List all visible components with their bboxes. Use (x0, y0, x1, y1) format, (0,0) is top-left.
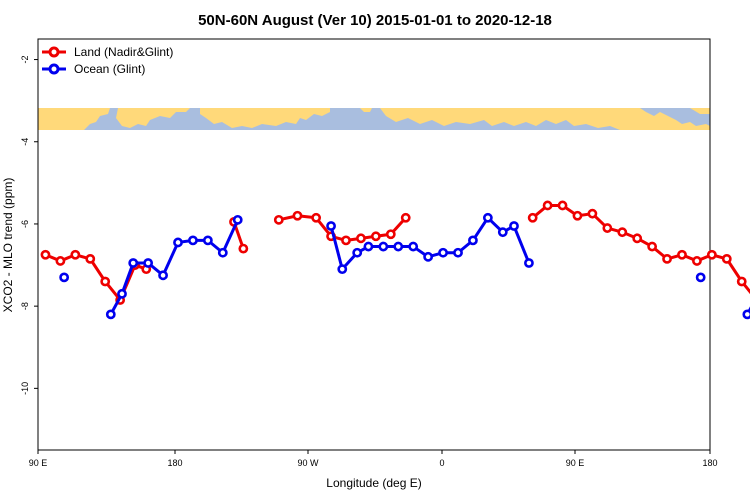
land-series-point (40, 249, 51, 260)
ocean-series-point (482, 212, 493, 223)
ocean-series-point (217, 247, 228, 258)
world-map-strip (38, 108, 710, 130)
land-series-point (542, 200, 553, 211)
land-series-point (55, 256, 66, 266)
ocean-series-line (109, 219, 240, 316)
ocean-series-point (337, 264, 348, 275)
ocean-series-point (143, 258, 154, 268)
land-series-point (617, 227, 628, 238)
y-tick-label: -2 (20, 56, 30, 64)
x-tick-label: 180 (167, 458, 182, 468)
y-axis-label: XCO2 - MLO trend (ppm) (1, 178, 15, 313)
y-axis: -2 -4 -6 -8 -10 (20, 56, 38, 395)
ocean-series-point (363, 241, 374, 252)
ocean-series-point (378, 241, 389, 252)
legend-marker-ocean (48, 63, 60, 75)
land-series-point (100, 276, 111, 287)
legend-item-ocean: Ocean (Glint) (42, 62, 145, 76)
ocean-series-point (468, 235, 478, 246)
map-land-shape (360, 108, 372, 112)
land-series-point (311, 212, 322, 223)
land-series-point (662, 253, 672, 264)
land-series-point (632, 233, 643, 244)
x-tick-label: 90 E (29, 458, 48, 468)
land-series-point (70, 249, 81, 260)
ocean-series-point (524, 258, 534, 268)
legend-label-land: Land (Nadir&Glint) (74, 45, 173, 59)
land-series-point (677, 249, 687, 260)
y-tick-label: -10 (20, 382, 30, 395)
land-series-point (721, 253, 732, 264)
land-series-point (292, 210, 303, 221)
land-series-point (400, 212, 411, 223)
map-land-shape (690, 108, 710, 114)
legend-marker-land (48, 46, 60, 58)
ocean-series-point (326, 221, 336, 231)
ocean-series-point (202, 235, 213, 246)
y-tick-label: -8 (20, 302, 30, 310)
land-series-point (557, 200, 568, 211)
x-tick-label: 90 W (297, 458, 319, 468)
land-series-point (85, 253, 96, 264)
ocean-series-point (352, 247, 363, 258)
x-tick-label: 180 (702, 458, 717, 468)
ocean-series-point (509, 221, 519, 231)
land-series-point (356, 233, 366, 244)
ocean-series-point (188, 235, 198, 246)
land-series-point (341, 235, 351, 246)
ocean-series-point (128, 258, 139, 268)
land-series-point (587, 208, 598, 219)
land-series-point (706, 249, 717, 260)
map-land-shape (116, 108, 190, 128)
ocean-series-point (695, 272, 706, 283)
ocean-series-point (742, 309, 750, 320)
land-series-point (370, 231, 381, 242)
x-axis-label: Longitude (deg E) (326, 476, 421, 490)
land-series-point (647, 241, 658, 252)
y-tick-label: -6 (20, 220, 30, 228)
land-series-point (572, 210, 583, 221)
ocean-series-point (423, 251, 434, 262)
ocean-series-point (158, 270, 168, 281)
y-tick-label: -4 (20, 138, 30, 146)
land-series-point (273, 214, 284, 225)
ocean-series-point (438, 247, 448, 258)
ocean-series-point (497, 227, 508, 238)
land-series-point (527, 212, 538, 223)
ocean-series-point (453, 247, 463, 258)
map-land-shape (380, 108, 710, 130)
chart-title: 50N-60N August (Ver 10) 2015-01-01 to 20… (198, 12, 552, 29)
ocean-series-point (105, 309, 116, 320)
series-layer (40, 200, 750, 320)
ocean-series-point (393, 241, 404, 252)
ocean-series-point (117, 288, 127, 299)
ocean-series-point (173, 237, 183, 248)
legend: Land (Nadir&Glint) Ocean (Glint) (42, 45, 173, 76)
map-strip-land (38, 108, 710, 130)
ocean-series-point (408, 241, 419, 252)
land-series-point (238, 243, 249, 254)
land-series-point (736, 276, 747, 287)
land-series-point (602, 223, 613, 233)
plot-frame (37, 38, 711, 451)
land-series-point (385, 229, 396, 240)
x-axis: 90 E 180 90 W 0 90 E 180 (29, 450, 718, 468)
map-land-shape (38, 108, 110, 130)
x-tick-label: 90 E (566, 458, 585, 468)
x-tick-label: 0 (439, 458, 444, 468)
legend-item-land: Land (Nadir&Glint) (42, 45, 173, 59)
map-land-shape (200, 108, 330, 128)
ocean-series-point (59, 272, 70, 283)
legend-label-ocean: Ocean (Glint) (74, 62, 145, 76)
ocean-series-point (232, 214, 243, 225)
land-series-point (692, 256, 702, 266)
